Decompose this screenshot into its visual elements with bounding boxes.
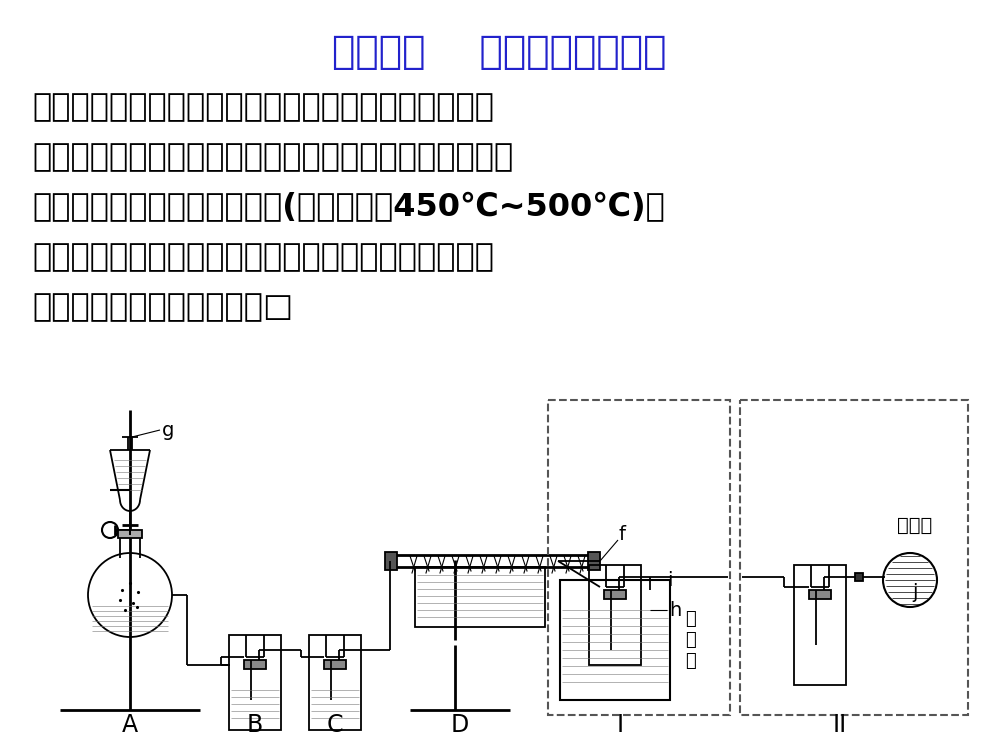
Polygon shape [855,573,863,581]
Text: 单晶硅是信息产业中重要的基础材料。通常用碳在高温: 单晶硅是信息产业中重要的基础材料。通常用碳在高温 [32,92,494,124]
Text: 冷
却
液: 冷 却 液 [685,610,695,670]
Text: j: j [912,583,918,602]
Text: I: I [616,713,623,737]
Text: g: g [162,421,174,440]
Polygon shape [118,530,142,538]
Text: 四氯化硅经提纯后用氢气还原可得高纯硅。以下是实验: 四氯化硅经提纯后用氢气还原可得高纯硅。以下是实验 [32,242,494,274]
Text: 粗硅与氯气反应生成四氯化硅(反应温度为450℃~500℃)，: 粗硅与氯气反应生成四氯化硅(反应温度为450℃~500℃)， [32,193,665,224]
Text: 实验探究    高纯硅的制取实验: 实验探究 高纯硅的制取实验 [332,33,666,71]
Text: A: A [122,713,138,737]
Text: h: h [669,601,681,619]
Text: 室制备四氯化硅的装置图：□: 室制备四氯化硅的装置图：□ [32,292,294,323]
Text: II: II [833,713,847,737]
Text: D: D [451,713,470,737]
Text: f: f [618,526,625,544]
Polygon shape [604,590,626,599]
Polygon shape [244,660,266,669]
Polygon shape [324,660,346,669]
Text: 碱石灰: 碱石灰 [897,515,933,535]
Text: C: C [327,713,344,737]
Text: i: i [667,571,672,590]
Polygon shape [809,590,831,599]
Polygon shape [385,552,397,570]
Text: B: B [247,713,263,737]
Text: 下还原二氧化硅制得粗硅（含铁、铝、硼、磷等杂质），: 下还原二氧化硅制得粗硅（含铁、铝、硼、磷等杂质）， [32,142,513,173]
Polygon shape [588,552,600,570]
